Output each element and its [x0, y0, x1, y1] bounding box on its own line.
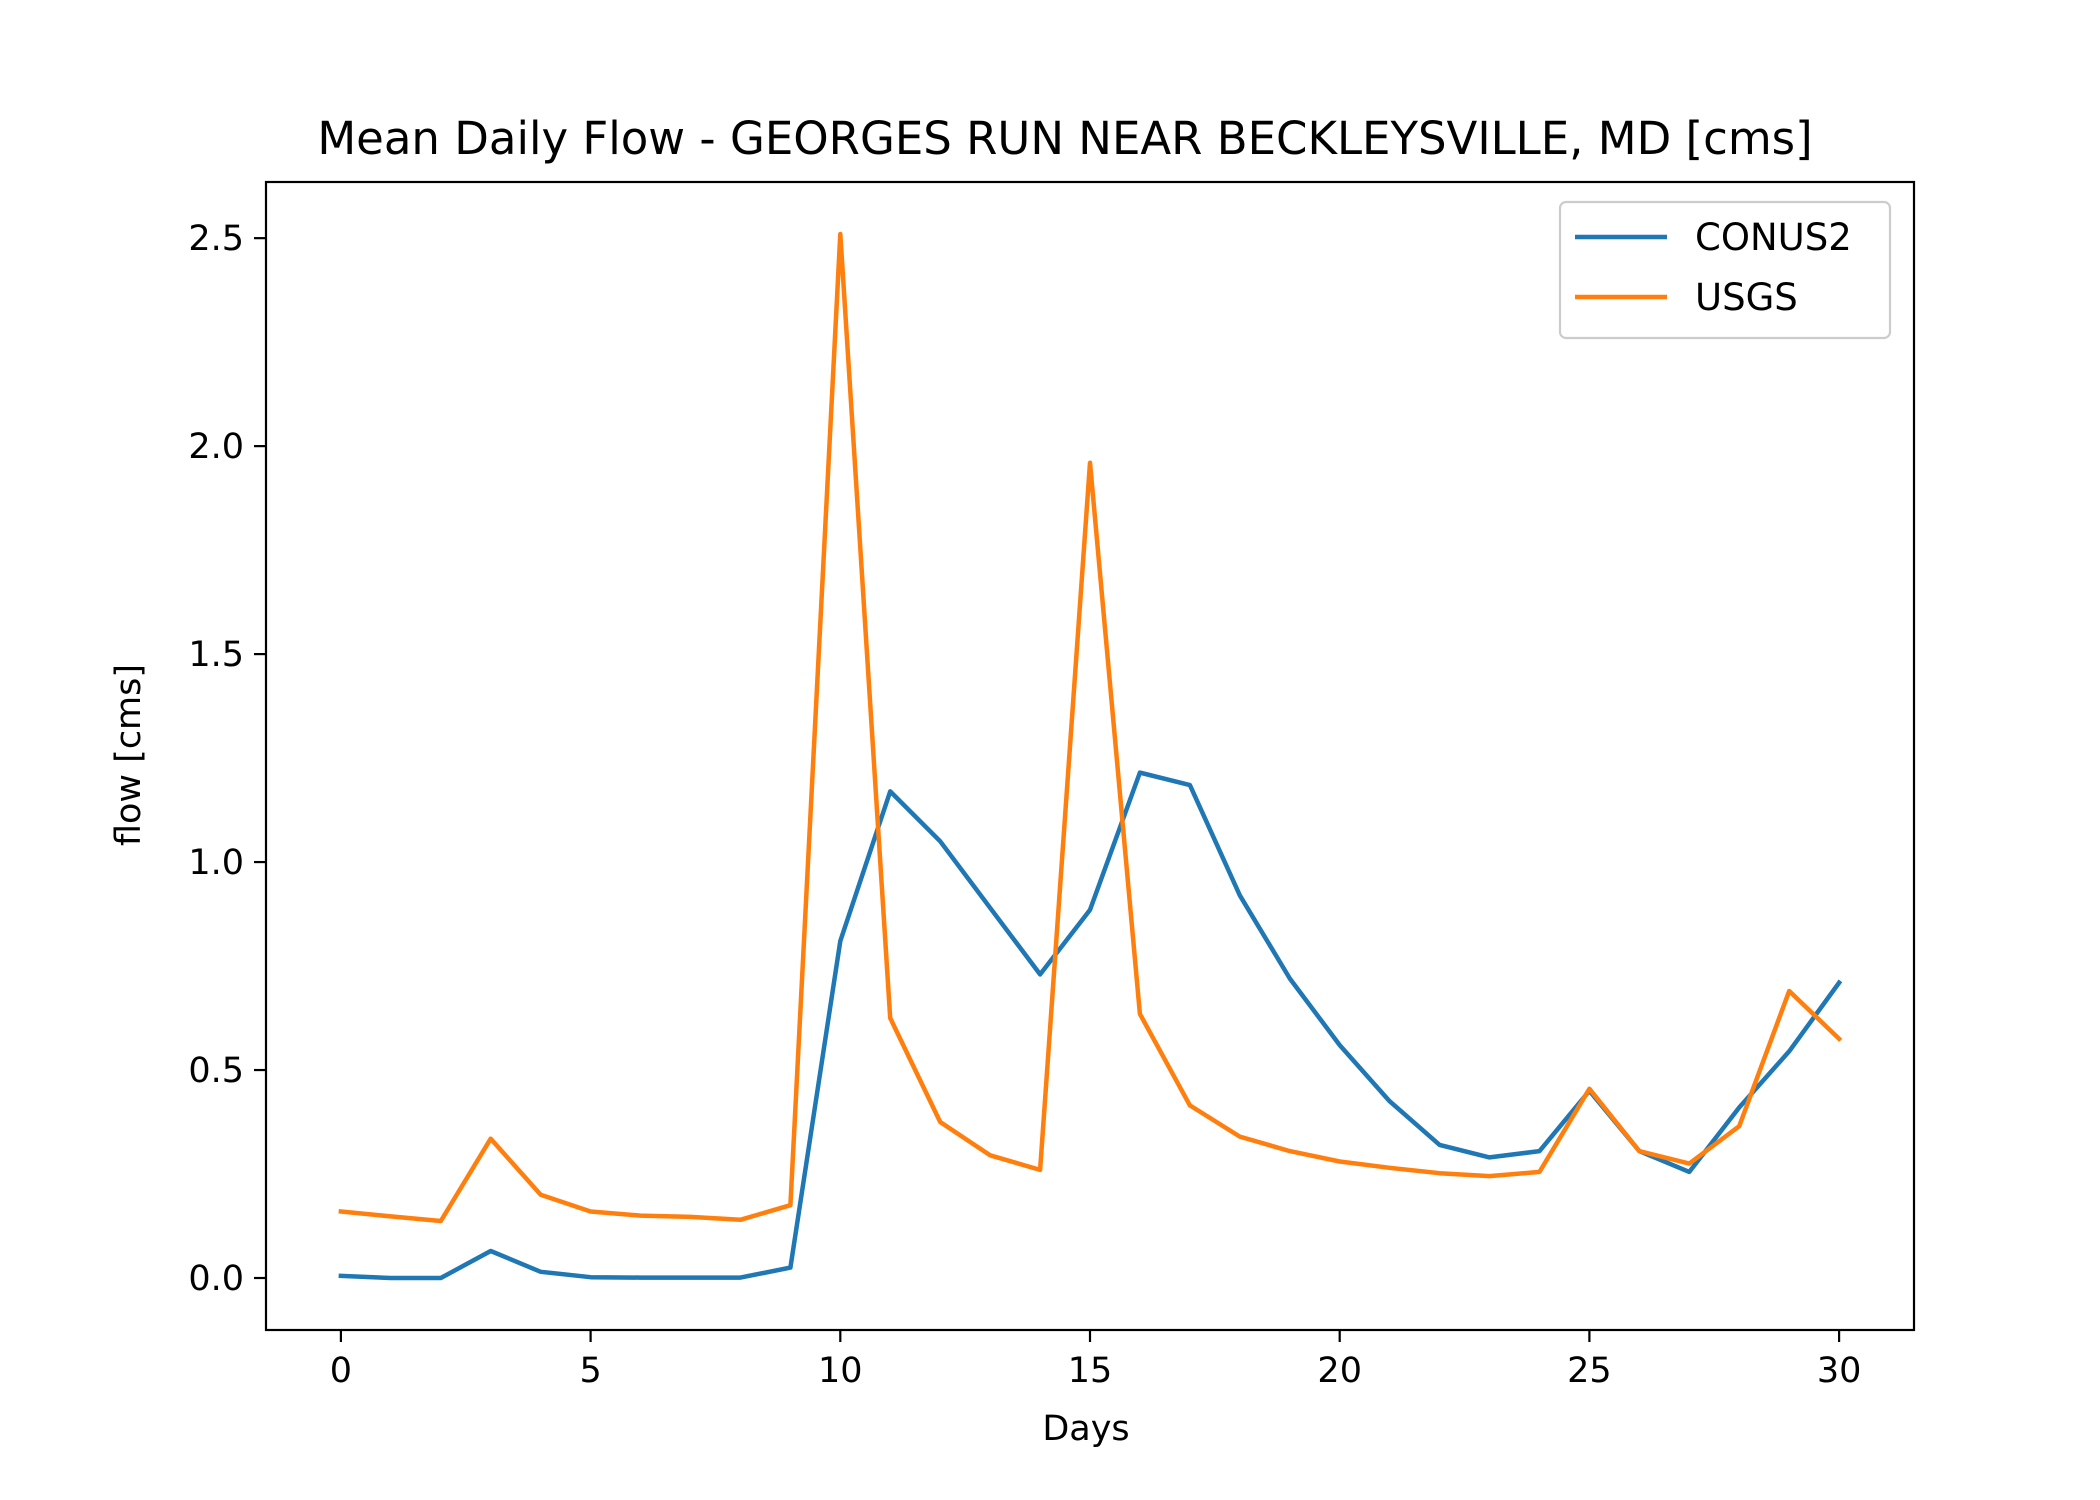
y-tick-label: 1.5 [188, 635, 244, 675]
x-axis-ticks: 0 5 10 15 20 25 30 [330, 1330, 1862, 1391]
y-axis-label: flow [cms] [109, 664, 149, 846]
legend-label-conus2: CONUS2 [1695, 216, 1852, 259]
series-lines [338, 231, 1843, 1281]
x-tick-label: 25 [1567, 1351, 1612, 1391]
x-tick-label: 30 [1817, 1351, 1862, 1391]
chart-title: Mean Daily Flow - GEORGES RUN NEAR BECKL… [317, 112, 1812, 165]
y-tick-label: 0.0 [188, 1259, 244, 1299]
x-tick-label: 20 [1317, 1351, 1362, 1391]
x-tick-label: 15 [1068, 1351, 1113, 1391]
x-axis-label: Days [1042, 1409, 1129, 1449]
x-tick-label: 5 [579, 1351, 601, 1391]
x-tick-label: 0 [330, 1351, 352, 1391]
y-tick-label: 1.0 [188, 843, 244, 883]
legend-label-usgs: USGS [1695, 276, 1798, 319]
y-tick-label: 2.5 [188, 219, 244, 259]
y-tick-label: 2.0 [188, 427, 244, 467]
y-tick-label: 0.5 [188, 1051, 244, 1091]
x-tick-label: 10 [818, 1351, 863, 1391]
series-line-usgs [338, 231, 1843, 1224]
y-axis-ticks: 0.0 0.5 1.0 1.5 2.0 2.5 [188, 219, 266, 1299]
legend: CONUS2 USGS [1558, 200, 1892, 340]
